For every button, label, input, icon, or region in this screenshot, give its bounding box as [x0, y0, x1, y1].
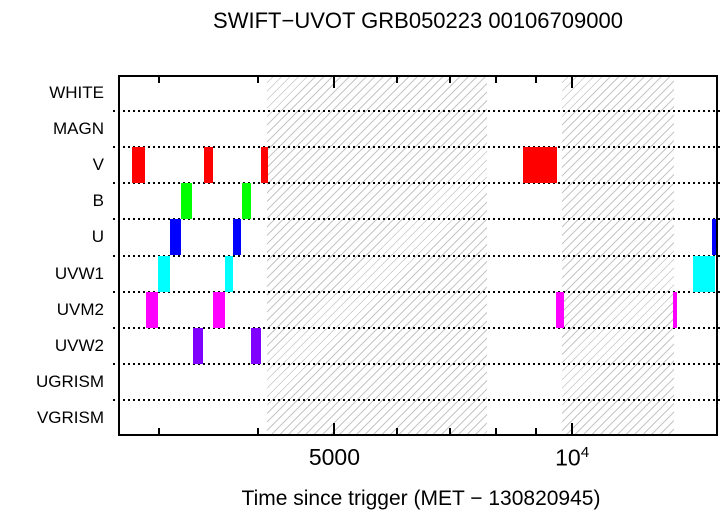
exposure-bar-uvw1-1: [158, 255, 171, 292]
x-tick-minor-4000: [256, 75, 259, 83]
exposure-bar-u-1: [170, 219, 182, 256]
x-tick-major-10000: [571, 423, 574, 436]
exposure-bar-uvm2-4: [673, 291, 678, 328]
x-tick-minor-7000: [448, 75, 451, 83]
filter-label-u: U: [91, 227, 104, 247]
x-tick-label-exponent: 4: [580, 444, 590, 461]
filter-label-uvw1: UVW1: [54, 263, 104, 283]
filter-label-v: V: [92, 155, 104, 175]
chart-title: SWIFT−UVOT GRB050223 00106709000: [213, 8, 623, 33]
exposure-bar-u-3: [711, 219, 718, 256]
row-separator: [113, 362, 723, 365]
x-tick-major-5000: [333, 423, 336, 436]
x-tick-major-10000: [571, 75, 574, 88]
filter-label-uvw2: UVW2: [54, 335, 104, 355]
exposure-bar-uvw2-2: [250, 327, 262, 364]
x-tick-label-5000: 5000: [308, 444, 361, 470]
exposure-bar-b-2: [242, 183, 251, 220]
x-tick-major-5000: [333, 75, 336, 88]
filter-label-ugrism: UGRISM: [36, 371, 104, 391]
x-tick-minor-8000: [494, 75, 497, 83]
row-separator: [113, 182, 723, 185]
exposure-bar-u-2: [233, 219, 242, 256]
exposure-bar-uvm2-2: [213, 291, 225, 328]
exposure-bar-uvm2-3: [556, 291, 564, 328]
exposure-bar-uvw1-3: [692, 255, 715, 292]
exposure-bar-b-1: [181, 183, 192, 220]
x-tick-minor-9000: [535, 75, 538, 83]
filter-label-b: B: [92, 191, 104, 211]
plot-area: [113, 75, 723, 436]
filter-label-uvm2: UVM2: [56, 299, 104, 319]
x-tick-minor-3000: [158, 75, 161, 83]
filter-label-magn: MAGN: [53, 119, 104, 139]
exposure-bar-uvw2-1: [192, 327, 204, 364]
x-axis-title: Time since trigger (MET − 130820945): [241, 487, 601, 510]
exposure-bar-uvw1-2: [224, 255, 234, 292]
exposure-bar-v-1: [131, 147, 146, 184]
row-separator: [113, 218, 723, 221]
row-separator: [113, 290, 723, 293]
x-tick-minor-6000: [395, 428, 398, 436]
row-separator: [113, 398, 723, 401]
x-tick-minor-7000: [448, 428, 451, 436]
row-separator: [113, 254, 723, 257]
exposure-bar-v-3: [261, 147, 269, 184]
exposure-bar-uvm2-1: [146, 291, 159, 328]
exposure-bar-v-4: [523, 147, 558, 184]
filter-label-white: WHITE: [49, 83, 104, 103]
exposure-bar-v-2: [204, 147, 214, 184]
x-tick-minor-8000: [494, 428, 497, 436]
row-separator: [113, 110, 723, 113]
x-tick-minor-9000: [535, 428, 538, 436]
x-tick-minor-6000: [395, 75, 398, 83]
y-axis-filter-labels: WHITE MAGN V B U UVW1 UVM2 UVW2 UGRISM VGRISM: [0, 75, 111, 436]
row-separator: [113, 326, 723, 329]
x-tick-label-10000: 104: [555, 444, 590, 471]
x-tick-minor-4000: [256, 428, 259, 436]
row-separator: [113, 146, 723, 149]
filter-label-vgrism: VGRISM: [36, 407, 104, 427]
x-tick-minor-3000: [158, 428, 161, 436]
